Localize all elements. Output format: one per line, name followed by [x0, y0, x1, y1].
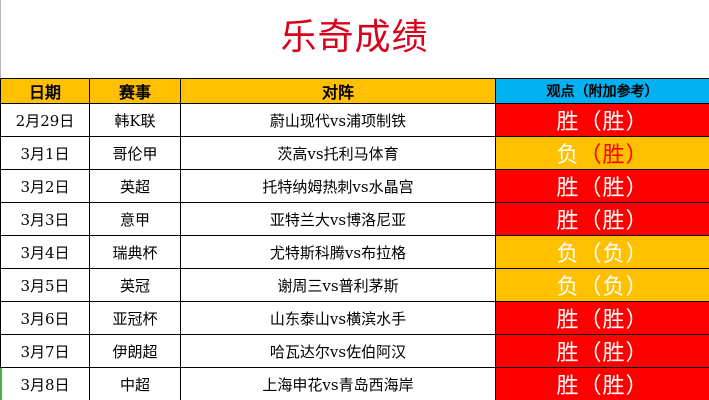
view-reference: （胜）	[579, 143, 649, 168]
cell-date[interactable]: 3月1日	[0, 136, 90, 170]
table-row: 3月3日 意甲 亚特兰大vs博洛尼亚 胜（胜）	[0, 202, 709, 236]
table-row: 2月29日 韩K联 蔚山现代vs浦项制铁 胜（胜）	[0, 103, 709, 137]
cell-match[interactable]: 山东泰山vs横滨水手	[180, 301, 496, 335]
table-row: 3月5日 英冠 谢周三vs普利茅斯 负（负）	[0, 268, 709, 302]
cell-event[interactable]: 韩K联	[89, 103, 181, 137]
cell-view[interactable]: 胜（胜）	[495, 367, 709, 400]
cell-view[interactable]: 胜（胜）	[495, 301, 709, 335]
view-result: 胜	[556, 374, 580, 399]
view-result: 胜	[556, 209, 580, 234]
title-area: 乐奇成绩	[0, 0, 709, 78]
cell-view[interactable]: 胜（胜）	[495, 202, 709, 236]
cell-view[interactable]: 胜（胜）	[495, 334, 709, 368]
cell-view[interactable]: 胜（胜）	[495, 169, 709, 203]
cell-selection-marker	[0, 368, 2, 400]
cell-view[interactable]: 负（负）	[495, 235, 709, 269]
view-reference: （负）	[579, 242, 649, 267]
cell-match[interactable]: 亚特兰大vs博洛尼亚	[180, 202, 496, 236]
cell-match[interactable]: 谢周三vs普利茅斯	[180, 268, 496, 302]
cell-match[interactable]: 哈瓦达尔vs佐伯阿汉	[180, 334, 496, 368]
cell-event[interactable]: 英超	[89, 169, 181, 203]
header-date[interactable]: 日期	[0, 78, 90, 104]
view-reference: （胜）	[579, 374, 649, 399]
header-row: 日期 赛事 对阵 观点（附加参考）	[0, 78, 709, 104]
view-reference: （胜）	[579, 209, 649, 234]
cell-event[interactable]: 瑞典杯	[89, 235, 181, 269]
results-table: 日期 赛事 对阵 观点（附加参考） 2月29日 韩K联 蔚山现代vs浦项制铁 胜（胜）…	[0, 78, 709, 400]
cell-view[interactable]: 负（负）	[495, 268, 709, 302]
table-row: 3月1日 哥伦甲 茨高vs托利马体育 负（胜）	[0, 136, 709, 170]
header-match[interactable]: 对阵	[180, 78, 496, 104]
sheet-left-border	[0, 0, 1, 78]
table-row: 3月4日 瑞典杯 尤特斯科腾vs布拉格 负（负）	[0, 235, 709, 269]
table-row: 3月7日 伊朗超 哈瓦达尔vs佐伯阿汉 胜（胜）	[0, 334, 709, 368]
cell-event[interactable]: 意甲	[89, 202, 181, 236]
view-reference: （胜）	[579, 110, 649, 135]
cell-event[interactable]: 英冠	[89, 268, 181, 302]
cell-match[interactable]: 茨高vs托利马体育	[180, 136, 496, 170]
cell-date[interactable]: 3月8日	[0, 367, 90, 400]
cell-date[interactable]: 3月2日	[0, 169, 90, 203]
header-view[interactable]: 观点（附加参考）	[495, 78, 709, 104]
page-title: 乐奇成绩	[280, 17, 429, 58]
view-result: 负	[556, 143, 580, 168]
cell-event[interactable]: 伊朗超	[89, 334, 181, 368]
view-reference: （胜）	[579, 176, 649, 201]
view-reference: （负）	[579, 275, 649, 300]
cell-view[interactable]: 负（胜）	[495, 136, 709, 170]
view-result: 胜	[556, 176, 580, 201]
view-result: 胜	[556, 110, 580, 135]
view-result: 负	[556, 275, 580, 300]
cell-view[interactable]: 胜（胜）	[495, 103, 709, 137]
cell-date[interactable]: 3月6日	[0, 301, 90, 335]
cell-date[interactable]: 3月5日	[0, 268, 90, 302]
table-row: 3月8日 中超 上海申花vs青岛西海岸 胜（胜）	[0, 367, 709, 400]
view-result: 胜	[556, 308, 580, 333]
table-row: 3月2日 英超 托特纳姆热刺vs水晶宫 胜（胜）	[0, 169, 709, 203]
view-result: 负	[556, 242, 580, 267]
header-event[interactable]: 赛事	[89, 78, 181, 104]
view-result: 胜	[556, 341, 580, 366]
view-reference: （胜）	[579, 341, 649, 366]
cell-event[interactable]: 亚冠杯	[89, 301, 181, 335]
view-reference: （胜）	[579, 308, 649, 333]
table-row: 3月6日 亚冠杯 山东泰山vs横滨水手 胜（胜）	[0, 301, 709, 335]
cell-date[interactable]: 2月29日	[0, 103, 90, 137]
cell-date[interactable]: 3月7日	[0, 334, 90, 368]
cell-date[interactable]: 3月4日	[0, 235, 90, 269]
cell-date[interactable]: 3月3日	[0, 202, 90, 236]
cell-event[interactable]: 哥伦甲	[89, 136, 181, 170]
table-body: 2月29日 韩K联 蔚山现代vs浦项制铁 胜（胜） 3月1日 哥伦甲 茨高vs托利马体育 负（…	[0, 103, 709, 400]
cell-match[interactable]: 蔚山现代vs浦项制铁	[180, 103, 496, 137]
cell-event[interactable]: 中超	[89, 367, 181, 400]
cell-match[interactable]: 上海申花vs青岛西海岸	[180, 367, 496, 400]
cell-match[interactable]: 托特纳姆热刺vs水晶宫	[180, 169, 496, 203]
cell-match[interactable]: 尤特斯科腾vs布拉格	[180, 235, 496, 269]
